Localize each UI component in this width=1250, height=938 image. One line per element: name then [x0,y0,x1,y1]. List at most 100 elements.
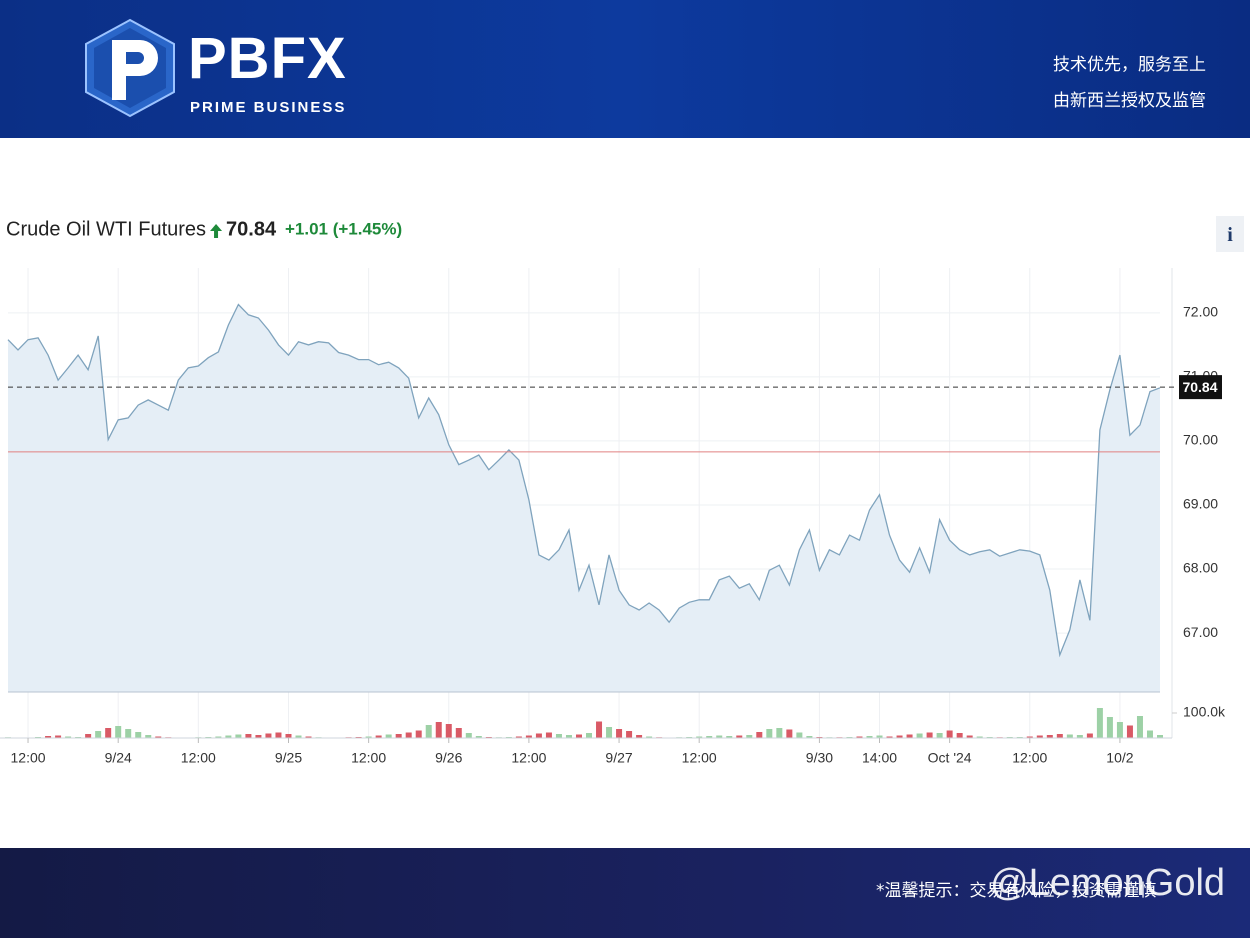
volume-bar [636,735,643,738]
volume-bar [155,736,162,738]
volume-bar [65,736,72,738]
volume-bar [575,734,582,738]
volume-bar [606,727,613,738]
x-tick-label: 12:00 [511,750,546,766]
x-tick-label: 9/24 [105,750,132,766]
volume-bar [1157,735,1163,738]
volume-bar [946,730,953,738]
volume-bar [1056,734,1063,738]
volume-bar [756,732,763,738]
volume-bar [706,736,713,738]
volume-bar [1036,735,1043,738]
logo-icon [85,18,175,118]
x-tick-label: Oct '24 [928,750,972,766]
volume-bar [1146,730,1153,738]
volume-bar [285,734,292,738]
volume-bar [776,728,783,738]
volume-bar [796,732,803,738]
x-tick-label: 9/26 [435,750,462,766]
watermark: @LemonGold [990,862,1226,904]
volume-bar [55,735,62,738]
volume-bar [1046,735,1053,738]
volume-bar [1116,722,1123,738]
volume-bar [475,736,482,738]
volume-bar [976,736,983,738]
volume-bar [766,729,773,738]
volume-bar [896,735,903,738]
x-tick-label: 12:00 [1012,750,1047,766]
volume-bar [1026,736,1033,738]
volume-bar [235,734,242,738]
y-tick-label: 70.00 [1183,432,1218,448]
volume-bar [105,728,112,738]
volume-bar [1136,716,1143,738]
x-tick-label: 12:00 [351,750,386,766]
header-banner: PBFX PRIME BUSINESS 技术优先，服务至上 由新西兰授权及监管 [0,0,1250,138]
volume-bar [135,732,142,738]
volume-bar [265,733,272,738]
x-tick-label: 12:00 [181,750,216,766]
slogan: 技术优先，服务至上 [1053,55,1206,75]
volume-bar [375,735,382,738]
volume-bar [886,736,893,738]
volume-bar [215,736,222,738]
x-tick-label: 12:00 [682,750,717,766]
volume-bar [405,732,412,738]
price: 70.84 [226,218,277,240]
x-tick-label: 14:00 [862,750,897,766]
volume-bar [616,729,623,738]
volume-bar [445,724,452,738]
volume-bar [806,736,813,738]
info-button[interactable]: i [1216,216,1244,252]
volume-bar [696,736,703,738]
volume-bar [596,721,603,738]
slogan: 由新西兰授权及监管 [1053,91,1206,111]
volume-bar [565,735,572,738]
volume-bar [465,733,472,738]
volume-bar [365,736,372,738]
y-tick-label: 69.00 [1183,496,1218,512]
volume-bar [586,733,593,738]
volume-bar [626,731,633,738]
volume-bar [736,735,743,738]
volume-bar [425,725,432,738]
volume-bar [95,731,102,738]
volume-bar [956,733,963,738]
volume-bar [1076,735,1083,738]
volume-bar [646,736,653,738]
y-tick-label: 72.00 [1183,304,1218,320]
y2-tick-label: 100.0k [1183,704,1226,720]
x-tick-label: 9/27 [605,750,632,766]
price-tag [1179,375,1222,400]
volume-bar [916,733,923,738]
price-line [7,303,1161,658]
volume-bar [415,730,422,738]
volume-bar [1066,734,1073,738]
volume-bar [45,736,52,738]
x-tick-label: 9/30 [806,750,833,766]
price-tag-label: 70.84 [1182,379,1217,395]
volume-bar [455,728,462,738]
x-tick-label: 10/2 [1106,750,1133,766]
up-arrow [210,224,223,238]
volume-bar [746,735,753,738]
volume-bar [225,735,232,738]
chart-title: Crude Oil WTI Futures [6,218,206,240]
volume-bar [145,735,152,738]
volume-bar [245,734,252,738]
volume-bar [115,726,122,738]
volume-bar [786,729,793,738]
chart: Crude Oil WTI Futures 70.84 +1.01 (+1.45%… [0,218,1226,766]
footer-banner: *温馨提示：交易有风险，投资需谨慎 @LemonGold [0,848,1250,938]
volume-bar [1126,725,1133,738]
volume-bar [305,736,312,738]
logo-subtitle: PRIME BUSINESS [190,99,347,116]
volume-bar [876,735,883,738]
volume-bar [525,735,532,738]
x-tick-label: 9/25 [275,750,302,766]
volume-bar [275,732,282,738]
volume-bar [555,734,562,738]
price-change: +1.01 (+1.45%) [285,219,402,238]
logo-text: PBFX [188,26,347,91]
